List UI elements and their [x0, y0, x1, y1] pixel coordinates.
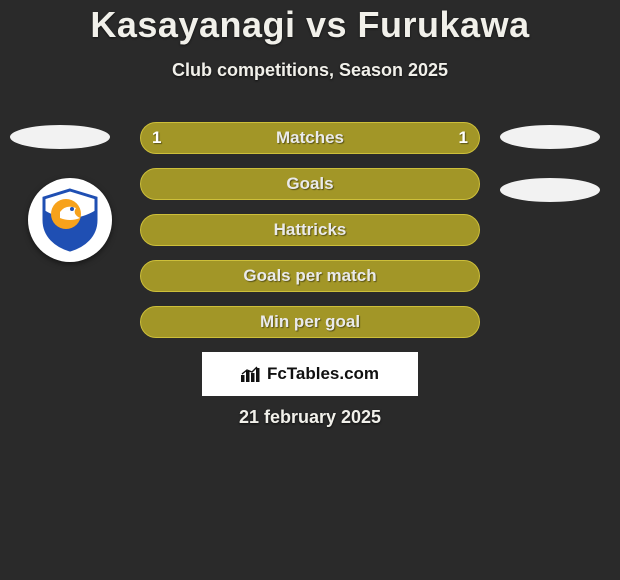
stat-bar-fill [140, 122, 480, 154]
player-right-placeholder-2 [500, 178, 600, 202]
stat-row: Min per goal [140, 306, 480, 338]
stat-bar-fill [140, 260, 480, 292]
watermark-label: FcTables.com [241, 364, 379, 384]
stat-row: Goals [140, 168, 480, 200]
stat-bar-fill [140, 306, 480, 338]
stat-bar-fill [140, 168, 480, 200]
page-title: Kasayanagi vs Furukawa [0, 4, 620, 46]
stat-bar-fill [140, 214, 480, 246]
chart-icon [241, 366, 261, 382]
page-subtitle: Club competitions, Season 2025 [0, 60, 620, 81]
player-right-placeholder-1 [500, 125, 600, 149]
team-left-badge [28, 178, 112, 262]
stat-row: Goals per match [140, 260, 480, 292]
watermark: FcTables.com [202, 352, 418, 396]
stats-bars: Matches11 Goals Hattricks Goals per match Mi… [140, 122, 480, 352]
watermark-text: FcTables.com [267, 364, 379, 384]
stat-row: Matches11 [140, 122, 480, 154]
player-left-placeholder [10, 125, 110, 149]
stat-row: Hattricks [140, 214, 480, 246]
team-left-badge-icon [36, 186, 104, 254]
date-line: 21 february 2025 [0, 407, 620, 428]
